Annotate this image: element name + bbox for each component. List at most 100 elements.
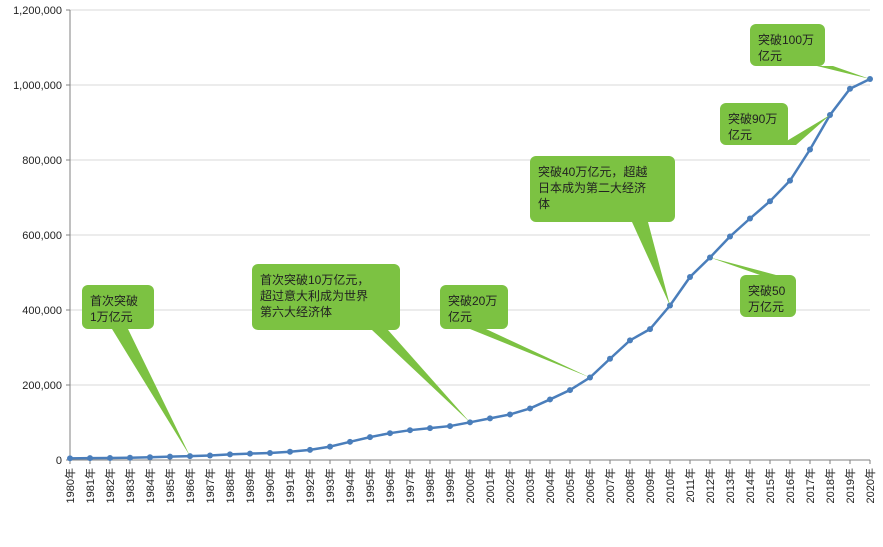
x-tick-label: 2016年 [783,468,797,503]
callout-text: 超过意大利成为世界 [260,288,368,303]
callout-text: 第六大经济体 [260,304,332,319]
data-marker [427,425,433,431]
data-marker [247,451,253,457]
x-tick-label: 2008年 [623,468,637,503]
x-tick-label: 1983年 [123,468,137,503]
data-marker [567,387,573,393]
callout-text: 突破40万亿元，超越 [538,164,647,179]
x-tick-label: 2015年 [763,468,777,503]
x-tick-label: 1992年 [303,468,317,503]
y-tick-label: 600,000 [22,230,62,242]
x-tick-label: 1985年 [163,468,177,503]
x-tick-label: 2019年 [843,468,857,503]
data-marker [607,356,613,362]
data-marker [727,234,733,240]
x-tick-label: 2000年 [463,468,477,503]
y-tick-label: 400,000 [22,305,62,317]
y-tick-label: 1,000,000 [13,80,62,92]
callout-text: 亿元 [728,127,752,142]
x-tick-label: 1997年 [403,468,417,503]
callout-text: 1万亿元 [90,309,133,324]
x-tick-label: 2020年 [863,468,877,503]
data-marker [807,147,813,153]
x-tick-label: 1988年 [223,468,237,503]
x-tick-label: 1996年 [383,468,397,503]
data-marker [127,455,133,461]
data-marker [267,450,273,456]
x-tick-label: 2010年 [663,468,677,503]
x-tick-label: 1993年 [323,468,337,503]
x-tick-label: 2017年 [803,468,817,503]
data-marker [767,198,773,204]
data-marker [87,455,93,461]
x-tick-label: 2012年 [703,468,717,503]
data-marker [167,454,173,460]
callout-text: 突破20万 [448,293,497,308]
x-tick-label: 2009年 [643,468,657,503]
x-tick-label: 1991年 [283,468,297,503]
data-marker [527,405,533,411]
data-marker [647,326,653,332]
x-tick-label: 1984年 [143,468,157,503]
y-tick-label: 800,000 [22,155,62,167]
data-marker [107,455,113,461]
callout-text: 体 [538,197,550,211]
y-tick-label: 0 [56,455,62,467]
data-marker [687,274,693,280]
chart-svg: 0 200,000 400,000 600,000 800,000 1,000,000 1,… [0,0,883,547]
data-marker [747,216,753,222]
callout-text: 首次突破 [90,293,138,308]
callout-text: 亿元 [758,48,782,63]
x-tick-label: 1982年 [103,468,117,503]
callout-text: 突破90万 [728,111,777,126]
data-marker [487,415,493,421]
x-tick-label: 2018年 [823,468,837,503]
callout-text: 突破50 [748,283,786,298]
data-marker [327,444,333,450]
x-tick-label: 1989年 [243,468,257,503]
x-tick-label: 1994年 [343,468,357,503]
x-tick-label: 2014年 [743,468,757,503]
x-tick-label: 2005年 [563,468,577,503]
x-tick-label: 1995年 [363,468,377,503]
x-tick-label: 2004年 [543,468,557,503]
callout-text: 首次突破10万亿元， [260,272,369,287]
x-tick-label: 2003年 [523,468,537,503]
x-tick-label: 2006年 [583,468,597,503]
x-tick-label: 2002年 [503,468,517,503]
data-marker [407,427,413,433]
data-marker [227,451,233,457]
x-tick-label: 1987年 [203,468,217,503]
y-tick-label: 1,200,000 [13,5,62,17]
data-marker [207,452,213,458]
data-marker [67,455,73,461]
x-tick-label: 1990年 [263,468,277,503]
callout-text: 日本成为第二大经济 [538,180,646,195]
data-marker [447,423,453,429]
data-marker [787,178,793,184]
x-tick-label: 1986年 [183,468,197,503]
data-marker [367,434,373,440]
callout-text: 突破100万 [758,32,814,47]
callout-text: 万亿元 [748,299,784,314]
x-tick-label: 1998年 [423,468,437,503]
data-marker [387,430,393,436]
data-marker [627,337,633,343]
data-marker [307,447,313,453]
y-tick-label: 200,000 [22,380,62,392]
data-marker [147,454,153,460]
data-marker [347,439,353,445]
x-tick-label: 2001年 [483,468,497,503]
data-marker [847,86,853,92]
x-tick-label: 2011年 [683,468,697,503]
data-marker [287,449,293,455]
data-marker [547,396,553,402]
callout-text: 亿元 [448,309,472,324]
x-tick-label: 2013年 [723,468,737,503]
x-tick-label: 1999年 [443,468,457,503]
x-tick-label: 1980年 [63,468,77,503]
data-marker [507,411,513,417]
x-tick-label: 1981年 [83,468,97,503]
gdp-line-chart: 0 200,000 400,000 600,000 800,000 1,000,000 1,… [0,0,883,547]
x-tick-label: 2007年 [603,468,617,503]
